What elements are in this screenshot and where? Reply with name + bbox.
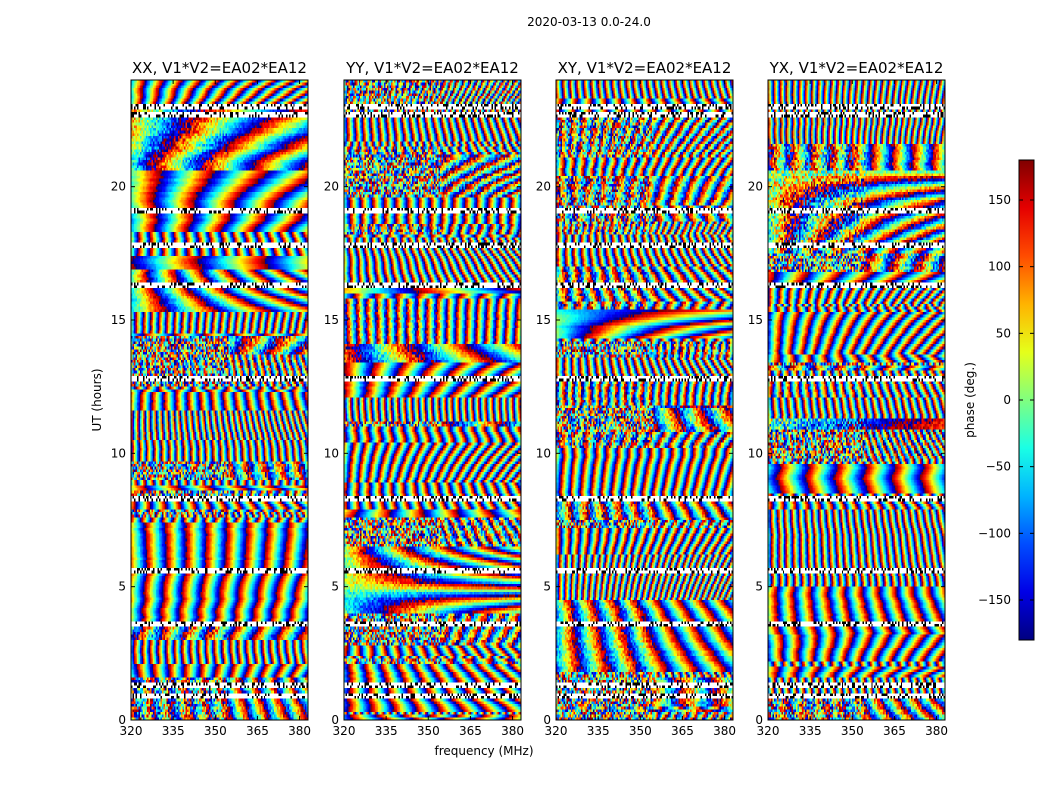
y-tick-label: 20 — [748, 180, 763, 194]
panel-title: XY, V1*V2=EA02*EA12 — [558, 59, 732, 77]
axes-frame — [130, 79, 309, 721]
heatmap-raster — [768, 80, 945, 720]
x-tick-label: 365 — [883, 724, 906, 738]
x-tick-label: 365 — [246, 724, 269, 738]
x-axis-label: frequency (MHz) — [434, 744, 533, 758]
panel-xx: XX, V1*V2=EA02*EA12 320 335 350 365 380 0 5 10 15… — [111, 59, 311, 738]
colorbar-tick-label: 50 — [996, 326, 1011, 340]
y-tick-label: 5 — [755, 580, 763, 594]
y-tick-label: 10 — [748, 446, 763, 460]
colorbar-tick-label: −100 — [978, 526, 1011, 540]
x-tick-label: 350 — [417, 724, 440, 738]
y-tick-label: 0 — [543, 713, 551, 727]
x-tick-label: 320 — [120, 724, 143, 738]
y-tick-label: 5 — [118, 580, 126, 594]
x-tick-label: 320 — [545, 724, 568, 738]
y-tick-label: 20 — [536, 180, 551, 194]
y-tick-label: 15 — [748, 313, 763, 327]
x-tick-label: 320 — [757, 724, 780, 738]
y-tick-label: 20 — [324, 180, 339, 194]
panel-title: YY, V1*V2=EA02*EA12 — [345, 59, 519, 77]
x-tick-label: 350 — [629, 724, 652, 738]
x-tick-label: 335 — [587, 724, 610, 738]
x-tick-label: 350 — [841, 724, 864, 738]
y-tick-label: 0 — [118, 713, 126, 727]
x-tick-label: 380 — [925, 724, 948, 738]
y-tick-label: 15 — [111, 313, 126, 327]
y-axis-label: UT (hours) — [90, 368, 104, 431]
colorbar-tick-label: −150 — [978, 593, 1011, 607]
axes-frame — [343, 79, 522, 721]
y-tick-label: 10 — [324, 446, 339, 460]
x-tick-label: 380 — [501, 724, 524, 738]
x-tick-label: 335 — [799, 724, 822, 738]
axes-frame — [555, 79, 734, 721]
axes-frame — [767, 79, 946, 721]
x-tick-label: 320 — [333, 724, 356, 738]
heatmap-raster — [131, 80, 308, 720]
y-tick-label: 20 — [111, 180, 126, 194]
heatmap-raster — [344, 80, 521, 720]
panel-yy: YY, V1*V2=EA02*EA12 320 335 350 365 380 0 5 10 15… — [324, 59, 524, 738]
heatmap-raster — [556, 80, 733, 720]
colorbar-label: phase (deg.) — [963, 362, 977, 438]
panel-xy: XY, V1*V2=EA02*EA12 320 335 350 365 380 0 5 10 15… — [536, 59, 736, 738]
panel-title: XX, V1*V2=EA02*EA12 — [132, 59, 307, 77]
x-tick-label: 335 — [162, 724, 185, 738]
colorbar-tick-label: −50 — [986, 460, 1011, 474]
x-tick-label: 365 — [459, 724, 482, 738]
panels: XX, V1*V2=EA02*EA12 320 335 350 365 380 0 5 10 15… — [111, 59, 948, 738]
y-tick-label: 0 — [755, 713, 763, 727]
x-tick-label: 380 — [713, 724, 736, 738]
y-tick-label: 10 — [536, 446, 551, 460]
y-tick-label: 10 — [111, 446, 126, 460]
colorbar-tick-label: 0 — [1003, 393, 1011, 407]
y-tick-label: 15 — [536, 313, 551, 327]
colorbar: −150 −100 −50 0 50 100 150 — [978, 159, 1035, 641]
y-tick-label: 15 — [324, 313, 339, 327]
y-tick-label: 0 — [331, 713, 339, 727]
x-tick-label: 350 — [204, 724, 227, 738]
y-tick-label: 5 — [331, 580, 339, 594]
x-tick-label: 335 — [375, 724, 398, 738]
x-tick-label: 365 — [671, 724, 694, 738]
colorbar-tick-label: 150 — [988, 193, 1011, 207]
y-tick-label: 5 — [543, 580, 551, 594]
panel-title: YX, V1*V2=EA02*EA12 — [769, 59, 944, 77]
colorbar-tick-label: 100 — [988, 260, 1011, 274]
figure-suptitle: 2020-03-13 0.0-24.0 — [527, 15, 651, 29]
panel-yx: YX, V1*V2=EA02*EA12 320 335 350 365 380 0 5 10 15… — [748, 59, 948, 738]
x-tick-label: 380 — [288, 724, 311, 738]
